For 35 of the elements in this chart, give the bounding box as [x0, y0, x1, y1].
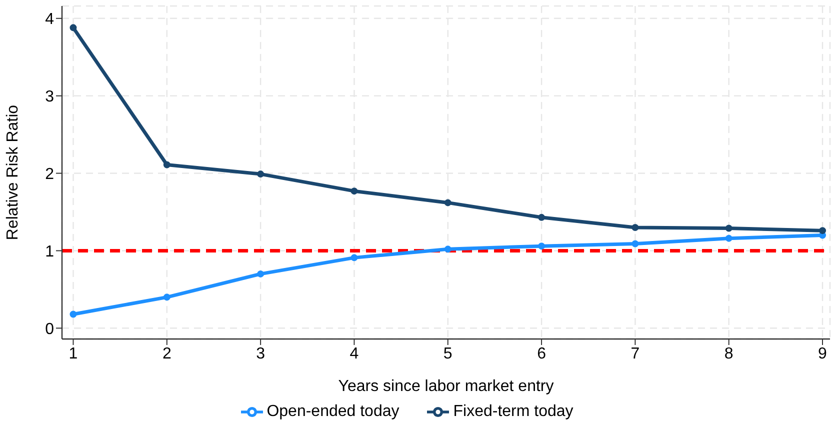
point — [538, 214, 546, 221]
point — [444, 199, 452, 206]
point — [725, 224, 732, 232]
point — [444, 246, 452, 253]
y-tick-label: 2 — [45, 166, 54, 183]
y-tick-label: 0 — [45, 320, 54, 338]
x-tick-label: 8 — [724, 345, 734, 362]
point — [350, 254, 358, 262]
point — [70, 310, 77, 318]
x-tick-label: 6 — [537, 345, 546, 362]
x-axis-title: Years since labor market entry — [338, 378, 554, 395]
y-axis-title: Relative Risk Ratio — [4, 104, 22, 240]
legend-label: Open-ended today — [266, 403, 400, 420]
x-tick-label: 7 — [630, 345, 640, 362]
x-tick-label: 9 — [818, 345, 828, 362]
point — [819, 227, 826, 234]
point — [257, 170, 264, 178]
point — [725, 234, 732, 242]
x-tick-label: 2 — [162, 345, 172, 362]
x-tick-label: 4 — [350, 345, 359, 362]
point — [163, 161, 170, 168]
point — [632, 224, 639, 231]
point — [632, 240, 639, 248]
x-tick-label: 3 — [256, 345, 266, 362]
x-tick-label: 1 — [68, 345, 78, 362]
y-tick-label: 1 — [45, 243, 54, 260]
y-tick-label: 3 — [45, 88, 54, 106]
y-tick-label: 4 — [45, 11, 54, 28]
point — [538, 242, 546, 250]
point — [257, 270, 264, 278]
legend-label: Fixed-term today — [453, 403, 574, 420]
x-tick-label: 5 — [443, 345, 452, 362]
point — [350, 188, 358, 195]
point — [163, 294, 170, 301]
point — [70, 24, 77, 32]
